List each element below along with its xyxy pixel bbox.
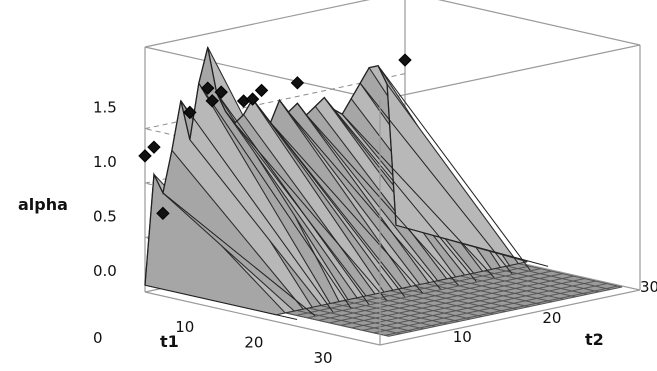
floor-line xyxy=(494,268,599,293)
data-point xyxy=(290,76,305,90)
data-point xyxy=(201,81,215,95)
surface-spike xyxy=(306,114,459,286)
floor-line xyxy=(366,295,471,320)
surface-spike xyxy=(270,122,423,294)
box-edge xyxy=(144,0,371,48)
data-point xyxy=(147,140,161,154)
surface-spike xyxy=(198,82,352,309)
surface xyxy=(144,45,549,320)
data-points xyxy=(138,53,412,221)
surface-spike xyxy=(216,92,370,305)
z-tick-label: 0.5 xyxy=(93,207,117,225)
floor-line xyxy=(425,282,529,308)
surface-spike xyxy=(377,65,531,271)
floor-line xyxy=(401,287,506,313)
data-point xyxy=(138,149,152,163)
surface-spike xyxy=(341,113,495,279)
box-edge xyxy=(144,46,381,101)
surface-spike xyxy=(323,97,477,282)
floor-line xyxy=(378,292,483,318)
floor-line xyxy=(390,290,494,315)
floor-line xyxy=(506,265,611,290)
plot-box-front xyxy=(144,100,641,346)
floor-line xyxy=(343,300,448,325)
floor-line xyxy=(413,285,518,310)
t1-tick-label: 20 xyxy=(244,334,263,352)
box-edge xyxy=(144,291,381,346)
floor-line xyxy=(296,309,401,335)
surface-spike xyxy=(288,111,441,290)
t2-axis-label: t2 xyxy=(585,330,604,349)
floor-line xyxy=(320,305,425,330)
data-point xyxy=(183,105,197,120)
data-point xyxy=(245,92,260,106)
box-edge xyxy=(437,0,641,46)
floor-line xyxy=(471,272,576,298)
t1-axis-label: t1 xyxy=(160,332,179,351)
floor-line xyxy=(308,307,413,332)
t1-tick-label: 10 xyxy=(175,318,194,336)
z-axis-label: alpha xyxy=(18,195,68,214)
data-point xyxy=(205,94,219,108)
box-edge xyxy=(379,289,641,346)
floor-line xyxy=(436,280,541,305)
floor-line xyxy=(483,270,588,295)
data-point xyxy=(398,53,412,67)
floor-line xyxy=(355,297,460,322)
surface-spike xyxy=(162,192,316,317)
data-point xyxy=(214,85,228,99)
surface-spike xyxy=(144,284,298,320)
t2-tick-label: 30 xyxy=(640,278,657,296)
floor-line xyxy=(331,302,436,327)
z-tick-label: 1.0 xyxy=(93,153,117,171)
z-tick-label: 0 xyxy=(93,329,103,347)
t2-tick-label: 20 xyxy=(542,309,561,327)
t2-tick-label: 10 xyxy=(453,328,472,346)
t1-tick-label: 30 xyxy=(313,349,332,367)
floor-line xyxy=(285,312,390,337)
floor-line xyxy=(460,275,564,300)
surface-spike xyxy=(252,98,406,298)
box-edge xyxy=(379,44,641,101)
z-tick-label: 0.0 xyxy=(93,262,117,280)
z-tick-label: 1.5 xyxy=(93,98,117,116)
surface-spike xyxy=(395,224,549,267)
floor-line xyxy=(448,277,553,303)
surface-spike xyxy=(180,100,334,313)
surface-spike xyxy=(234,122,388,301)
data-point xyxy=(156,206,170,221)
surface-spike xyxy=(359,82,513,275)
data-point xyxy=(254,83,269,98)
